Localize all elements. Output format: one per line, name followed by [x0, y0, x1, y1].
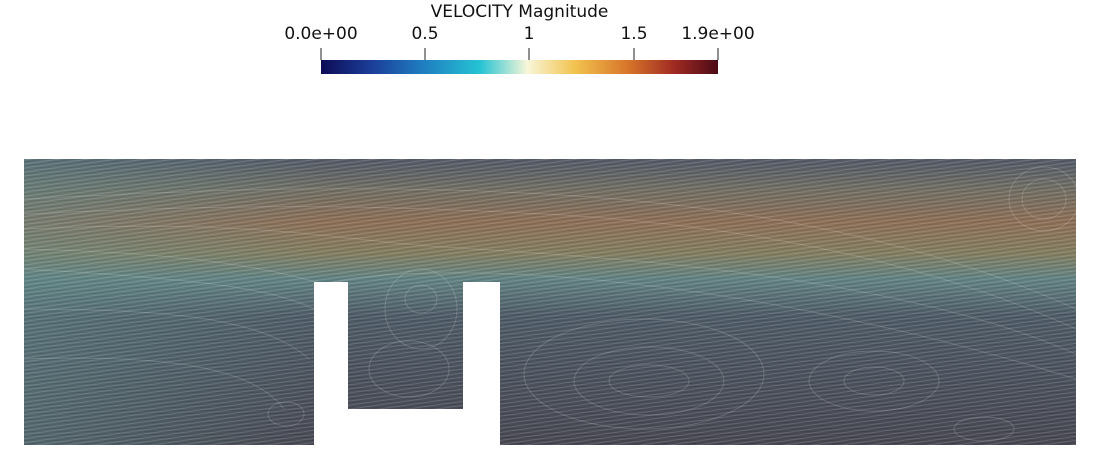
right-obstacle — [463, 282, 500, 445]
cavity-floor-gap — [348, 409, 463, 445]
velocity-streamline-plot — [24, 159, 1076, 445]
colorbar-gradient — [321, 60, 718, 74]
colorbar-tick-label-3: 1.5 — [620, 24, 648, 44]
colorbar — [320, 44, 719, 74]
colorbar-tick-label-1: 0.5 — [411, 24, 439, 44]
colorbar-title: VELOCITY Magnitude — [430, 2, 609, 22]
colorbar-tick-label-4: 1.9e+00 — [681, 24, 755, 44]
colorbar-tick-label-0: 0.0e+00 — [284, 24, 358, 44]
colorbar-tick-label-2: 1 — [523, 24, 535, 44]
left-obstacle — [314, 282, 348, 445]
